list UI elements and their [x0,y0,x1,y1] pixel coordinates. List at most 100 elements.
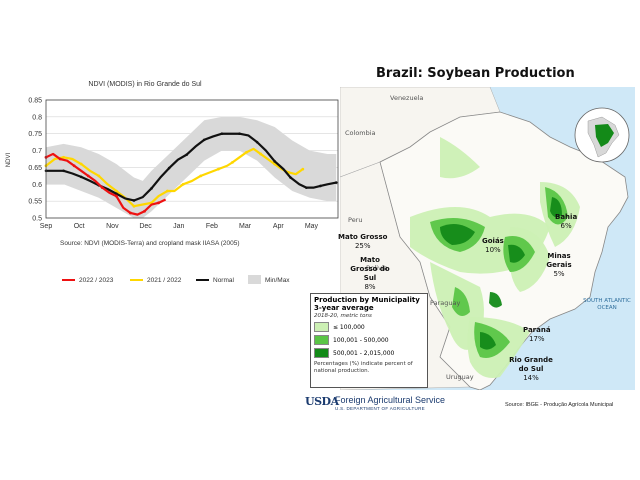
series-point [114,189,118,193]
country-label-paraguay: Paraguay [430,299,460,307]
series-point [62,155,65,159]
label-mato-grosso: Mato Grosso 25% [338,233,388,250]
series-point [165,189,169,193]
legend-2021-2022: 2021 / 2022 [147,277,182,284]
series-point [273,160,276,163]
series-point [143,209,146,213]
production-regions [410,137,580,378]
series-point [157,201,160,205]
x-tick-label: May [305,223,319,230]
label-rio-grande-do-sul: Rio Grande do Sul 14% [509,356,553,382]
series-lines [44,132,338,216]
series-point [301,167,305,171]
map-legend-title: Production by Municipality 3-year averag… [314,296,420,312]
y-tick-label: 0.85 [28,98,42,105]
legend-minmax: Min/Max [265,277,290,284]
series-point [319,184,322,188]
x-tick-label: Jan [173,223,184,230]
series-point [181,182,185,186]
production-region-low [440,137,480,179]
ocean-label: SOUTH ATLANTIC OCEAN [583,298,631,311]
series-point [115,192,118,196]
production-region-high [550,197,562,218]
x-tick-label: Sep [40,223,53,230]
series-point [79,162,83,166]
y-tick-label: 0.65 [28,165,42,172]
series-point [62,169,65,173]
label-goias: Goiás 10% [482,237,504,254]
x-tick-label: Feb [206,223,218,230]
usda-logo: USDA [305,395,339,408]
chart-title: NDVI (MODIS) in Rio Grande do Sul [88,81,202,88]
plot-frame [45,99,339,219]
production-region-high [480,332,496,350]
ndvi-chart: NDVI (MODIS) in Rio Grande do Sul NDVI 0… [6,81,339,284]
series-point [58,157,62,161]
y-tick-label: 0.8 [32,114,42,121]
series-point [86,174,90,178]
series-point [220,132,224,136]
map-legend-note: Percentages (%) indicate percent of nati… [314,361,413,374]
series-point [132,204,136,208]
series-point [97,174,101,178]
production-region-high [508,244,525,263]
series-point [79,175,83,179]
label-bahia: Bahia 6% [555,213,578,230]
series-point [231,160,234,164]
y-tick-label: 0.75 [28,131,42,138]
map-legend-item-low: ≤ 100,000 [314,322,424,332]
y-tick-label: 0.5 [32,216,42,223]
chart-source: Source: NDVI (MODIS-Terra) and cropland … [60,240,240,247]
x-tick-label: Apr [273,223,285,230]
map-legend: Production by Municipality 3-year averag… [310,293,428,388]
series-point [199,174,203,178]
y-tick-label: 0.7 [32,148,42,155]
series-point [72,164,76,168]
series-point [334,181,338,184]
y-axis-label: NDVI [6,153,12,168]
x-tick-label: Oct [74,223,85,230]
series-point [259,152,263,156]
series-line-2022-2023 [45,152,167,216]
minmax-area [46,116,337,218]
series-point [129,211,132,215]
minmax-band [46,116,337,218]
legend-normal: Normal [213,277,235,284]
map-source: Source: IBGE - Produção Agrícola Municip… [505,402,614,408]
country-label-peru: Peru [348,216,362,224]
country-label-colombia: Colombia [345,129,376,137]
country-label-venezuela: Venezuela [390,94,423,102]
map-legend-item-high: 500,001 - 2,015,000 [314,348,424,358]
series-point [216,167,220,171]
production-region-high [440,223,475,245]
series-point [305,186,308,189]
label-parana: Paraná 17% [523,326,551,343]
x-tick-label: Dec [139,223,152,230]
agency-name: Foreign Agricultural Service [335,395,446,405]
series-point [289,176,292,179]
map-panel: Brazil: Soybean Production Venezuela Col… [310,60,640,415]
series-point [132,199,136,202]
production-region-high [489,292,502,308]
label-mato-grosso-do-sul: Mato Grosso do Sul 8% [350,256,390,291]
series-point [167,166,171,170]
y-tick-label: 0.55 [28,199,42,206]
series-line-Normal [46,132,337,202]
x-tick-label: Nov [106,223,119,230]
map-title: Brazil: Soybean Production [376,66,575,81]
map-legend-item-mid: 100,001 - 500,000 [314,335,424,345]
chart-legend: 2022 / 2023 2021 / 2022 Normal Min/Max [62,275,290,284]
country-label-bolivia: Bolivia [366,264,388,272]
production-region-mid [452,287,470,316]
series-point [185,153,189,156]
legend-2022-2023: 2022 / 2023 [79,277,114,284]
series-point [255,140,259,144]
country-label-uruguay: Uruguay [446,373,474,381]
label-minas-gerais: Minas Gerais 5% [546,252,572,278]
department-name: U.S. DEPARTMENT OF AGRICULTURE [335,406,425,411]
series-point [238,132,241,136]
x-tick-label: Mar [239,223,252,230]
map-footer: USDA Foreign Agricultural Service U.S. D… [305,395,640,415]
x-tick-labels: Sep Oct Nov Dec Jan Feb Mar Apr May [40,223,319,230]
series-point [114,194,118,198]
